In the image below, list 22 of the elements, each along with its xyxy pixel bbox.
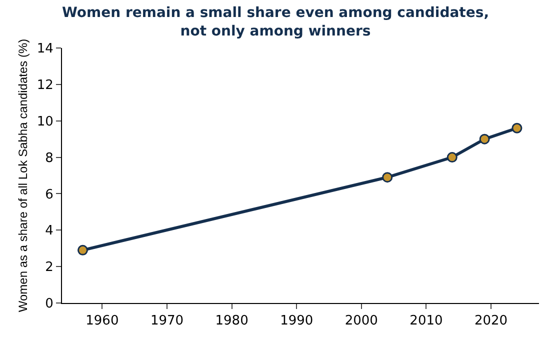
x-tick-label: 1970 — [150, 314, 184, 329]
y-tick-label: 8 — [45, 150, 54, 166]
point — [512, 122, 522, 134]
x-tick-label: 2000 — [344, 314, 378, 329]
y-tick-label: 14 — [36, 42, 54, 57]
y-tick-label: 2 — [45, 260, 54, 276]
y-tick-label: 12 — [36, 78, 54, 93]
x-tick-label: 2020 — [474, 314, 508, 329]
y-tick-label: 0 — [45, 296, 54, 312]
x-tick-label: 2010 — [410, 314, 443, 329]
x-tick-label: 1990 — [280, 314, 314, 329]
x-tick-label: 1960 — [86, 314, 119, 329]
y-axis-title: Women as a share of all Lok Sabha candidates (%) — [16, 38, 30, 312]
point — [446, 152, 458, 163]
point — [77, 244, 88, 256]
x-tick-label: 1980 — [215, 314, 248, 329]
y-tick-label: 4 — [45, 224, 54, 239]
point — [479, 134, 490, 144]
y-tick-label: 10 — [36, 114, 54, 130]
chart-title: Women remain a small share even among candidates, not only among winners — [62, 5, 490, 40]
point — [382, 172, 393, 183]
y-tick-label: 6 — [45, 187, 54, 202]
